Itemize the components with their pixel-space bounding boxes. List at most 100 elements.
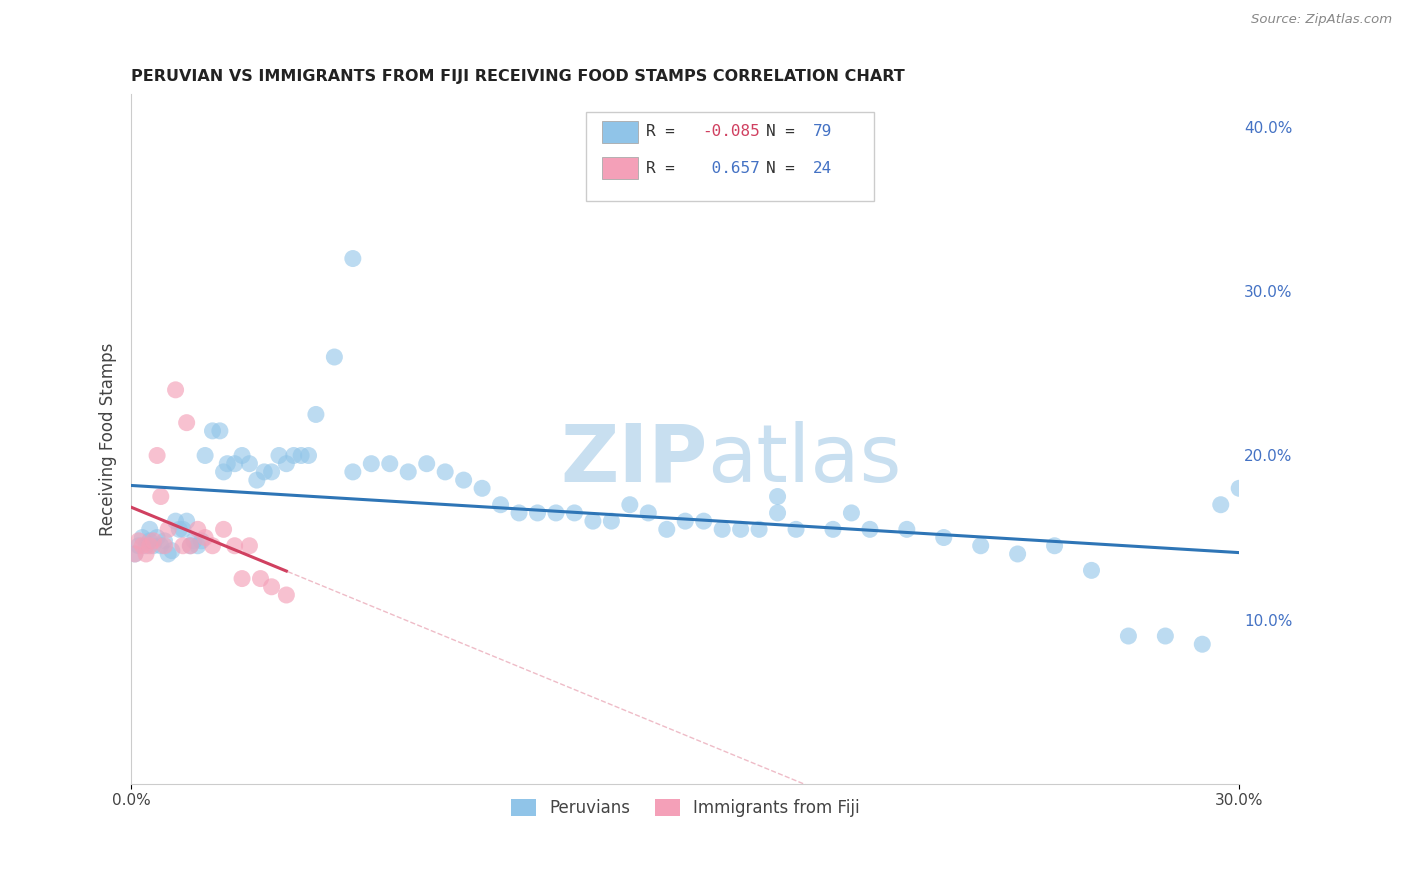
Point bbox=[187, 522, 209, 536]
Point bbox=[138, 522, 160, 536]
Point bbox=[297, 449, 319, 463]
Text: -0.085: -0.085 bbox=[702, 124, 759, 139]
Point bbox=[342, 252, 364, 266]
Point bbox=[142, 539, 165, 553]
Point bbox=[153, 533, 176, 548]
Point bbox=[201, 539, 224, 553]
Point bbox=[124, 547, 146, 561]
Point bbox=[153, 539, 176, 553]
Text: R =: R = bbox=[647, 124, 685, 139]
Point bbox=[176, 416, 198, 430]
Point bbox=[179, 539, 201, 553]
Point bbox=[766, 506, 789, 520]
Point bbox=[267, 449, 290, 463]
Point bbox=[841, 506, 863, 520]
Point bbox=[396, 465, 419, 479]
Text: Source: ZipAtlas.com: Source: ZipAtlas.com bbox=[1251, 13, 1392, 27]
Point bbox=[970, 539, 993, 553]
FancyBboxPatch shape bbox=[602, 157, 637, 179]
Point bbox=[785, 522, 807, 536]
Point bbox=[217, 457, 239, 471]
Point bbox=[260, 465, 283, 479]
Point bbox=[165, 383, 187, 397]
Point bbox=[208, 424, 231, 438]
Text: N =: N = bbox=[766, 124, 804, 139]
Point bbox=[187, 539, 209, 553]
Point bbox=[1154, 629, 1177, 643]
Y-axis label: Receiving Food Stamps: Receiving Food Stamps bbox=[100, 343, 117, 536]
Text: PERUVIAN VS IMMIGRANTS FROM FIJI RECEIVING FOOD STAMPS CORRELATION CHART: PERUVIAN VS IMMIGRANTS FROM FIJI RECEIVI… bbox=[131, 69, 905, 84]
Point bbox=[932, 531, 955, 545]
Point bbox=[172, 539, 194, 553]
Point bbox=[342, 465, 364, 479]
Point bbox=[238, 539, 260, 553]
Point bbox=[238, 457, 260, 471]
Point bbox=[1209, 498, 1232, 512]
Point bbox=[453, 473, 475, 487]
Text: N =: N = bbox=[766, 161, 804, 176]
Point bbox=[224, 539, 246, 553]
Point bbox=[1118, 629, 1140, 643]
Point bbox=[260, 580, 283, 594]
FancyBboxPatch shape bbox=[585, 112, 873, 202]
Point bbox=[224, 457, 246, 471]
Point bbox=[619, 498, 641, 512]
Point bbox=[135, 539, 157, 553]
Point bbox=[1007, 547, 1029, 561]
Point bbox=[231, 449, 253, 463]
Point bbox=[138, 539, 160, 553]
Point bbox=[673, 514, 696, 528]
Point bbox=[124, 547, 146, 561]
Point bbox=[766, 490, 789, 504]
Point bbox=[1191, 637, 1213, 651]
Text: ZIP: ZIP bbox=[560, 421, 707, 499]
Point bbox=[821, 522, 844, 536]
Point bbox=[471, 481, 494, 495]
Point bbox=[730, 522, 752, 536]
Point bbox=[1080, 563, 1102, 577]
Point bbox=[582, 514, 605, 528]
Point bbox=[305, 408, 328, 422]
Point bbox=[160, 543, 183, 558]
Text: atlas: atlas bbox=[707, 421, 901, 499]
Point bbox=[711, 522, 734, 536]
Point bbox=[131, 539, 153, 553]
Point bbox=[194, 531, 217, 545]
Point bbox=[194, 449, 217, 463]
Point bbox=[212, 465, 235, 479]
FancyBboxPatch shape bbox=[602, 120, 637, 143]
Point bbox=[415, 457, 437, 471]
Legend: Peruvians, Immigrants from Fiji: Peruvians, Immigrants from Fiji bbox=[503, 792, 866, 823]
Point bbox=[1227, 481, 1250, 495]
Point bbox=[378, 457, 401, 471]
Text: R =: R = bbox=[647, 161, 685, 176]
Point bbox=[564, 506, 586, 520]
Point bbox=[600, 514, 623, 528]
Point bbox=[544, 506, 567, 520]
Point bbox=[131, 531, 153, 545]
Point bbox=[212, 522, 235, 536]
Point bbox=[249, 572, 271, 586]
Point bbox=[276, 457, 298, 471]
Point bbox=[323, 350, 346, 364]
Point bbox=[231, 572, 253, 586]
Point bbox=[276, 588, 298, 602]
Point bbox=[183, 533, 205, 548]
Point bbox=[748, 522, 770, 536]
Point bbox=[508, 506, 530, 520]
Point bbox=[1043, 539, 1066, 553]
Point bbox=[179, 539, 201, 553]
Point bbox=[526, 506, 548, 520]
Point bbox=[290, 449, 312, 463]
Point bbox=[637, 506, 659, 520]
Point bbox=[167, 522, 190, 536]
Point bbox=[434, 465, 457, 479]
Point bbox=[138, 533, 160, 548]
Point bbox=[165, 514, 187, 528]
Point bbox=[283, 449, 305, 463]
Point bbox=[655, 522, 678, 536]
Point bbox=[128, 533, 150, 548]
Point bbox=[146, 449, 169, 463]
Point bbox=[253, 465, 276, 479]
Point bbox=[246, 473, 269, 487]
